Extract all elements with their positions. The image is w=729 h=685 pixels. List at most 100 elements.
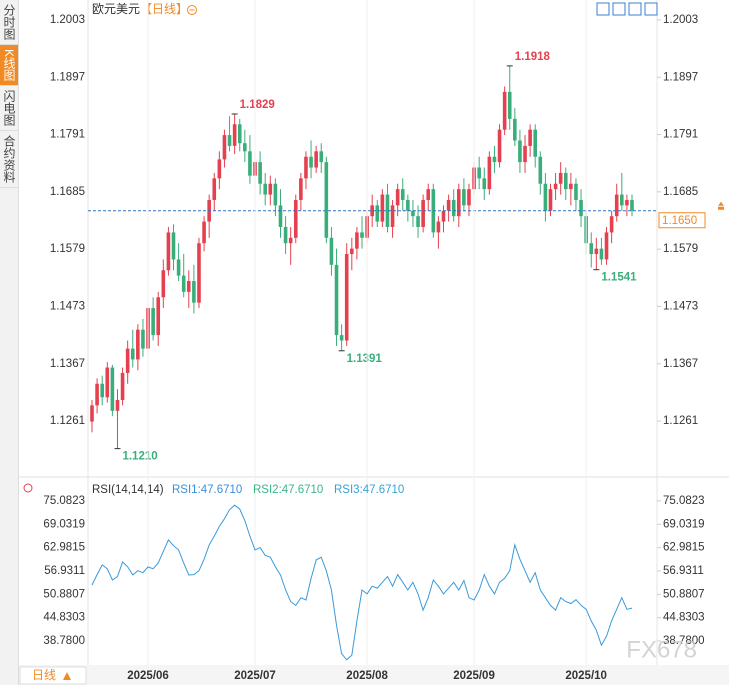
candle-body [497,129,502,163]
candle-body [614,194,619,217]
candle-body [176,259,181,276]
candle-body [360,232,364,238]
rsi-tick-label-right: 69.0319 [663,518,705,530]
candle-body [487,156,492,190]
y-tick-label-right: 1.1473 [663,300,698,312]
x-tick-label: 2025/06 [127,670,169,682]
candle-body [248,151,252,176]
candle-body [120,372,125,400]
extreme-label: 1.1829 [240,99,275,111]
extreme-label: 1.1918 [515,51,551,63]
candle-body [237,124,242,144]
candle-body [344,254,349,341]
candle-body [630,199,634,211]
candle-body [436,221,441,233]
candle-body [533,129,538,157]
candle-body [319,151,324,163]
candle-body [569,183,573,190]
candle-body [243,143,247,152]
x-tick-label: 2025/09 [453,670,495,682]
rsi-tick-label: 44.8303 [43,612,85,624]
bottom-bar [18,665,729,685]
extreme-label: 1.1541 [601,272,637,284]
sidebar-tab[interactable]: 分时图 [0,0,18,45]
sidebar-tab[interactable]: 闪电图 [0,86,18,132]
candle-body [273,183,278,206]
candle-body [553,183,558,190]
y-tick-label-right: 1.1897 [663,71,698,83]
watermark: FX678 [626,636,697,663]
period-label: 【日线】 [140,2,188,16]
candle-body [492,156,497,163]
rsi-tick-label: 56.9311 [44,565,85,577]
y-tick-label: 1.1579 [50,243,85,255]
x-tick-label: 2025/08 [346,670,388,682]
candle-body [171,232,176,260]
candle-body [482,178,487,190]
x-tick-label: 2025/07 [234,670,276,682]
candle-body [594,248,599,255]
tool-back[interactable] [628,2,642,16]
rsi-tick-label-right: 75.0823 [663,495,705,507]
candle-body [232,124,237,146]
candle-body [156,297,161,336]
candle-body [304,156,308,179]
candle-body [548,189,553,211]
candle-body [538,156,543,184]
settings-icon[interactable] [23,483,33,493]
collapse-icon[interactable] [187,5,197,15]
candle-body [558,172,563,184]
candle-body [416,216,420,227]
tool-zoom[interactable] [612,2,626,16]
candle-body [130,348,135,360]
candle-body [446,199,451,211]
sidebar-tab[interactable]: K线图 [0,45,18,87]
candle-body [380,194,385,222]
rsi-tick-label: 62.9815 [43,542,85,554]
period-arrow [63,672,71,680]
candle-body [299,178,303,200]
candle-body [441,210,446,222]
rsi-tick-label-right: 50.8807 [663,588,705,600]
candle-body [136,329,140,360]
candle-body [375,205,380,222]
rsi-tick-label: 50.8807 [43,588,85,600]
toolbar [596,2,658,16]
candle-body [95,383,99,406]
y-tick-label-right: 1.1579 [663,243,698,255]
y-tick-label: 1.1897 [50,71,85,83]
candle-body [258,162,262,184]
extreme-label: 1.1210 [122,451,157,463]
candle-body [451,199,456,217]
y-tick-label: 1.1367 [50,358,85,370]
candle-body [141,329,145,349]
sidebar: 分时图 K线图 闪电图 合约资料 [0,0,19,685]
rsi-tick-label-right: 62.9815 [663,542,705,554]
sidebar-tab[interactable]: 合约资料 [0,131,18,189]
period-button-label: 日线 [32,668,56,682]
rsi-tick-label-right: 44.8303 [663,612,705,624]
last-price-arrow [718,201,724,206]
candle-body [314,151,318,168]
candle-body [110,367,115,411]
y-tick-label: 1.2003 [50,14,85,26]
candle-body [609,216,614,233]
candle-body [324,162,329,238]
candle-body [467,189,471,206]
tool-fullscreen[interactable] [596,2,610,16]
extreme-label: 1.1391 [347,353,383,365]
candle-body [202,221,206,244]
candle-body [563,172,568,190]
tool-forward[interactable] [644,2,658,16]
last-price-box [658,212,706,229]
candle-body [426,189,431,200]
candle-body [125,348,130,373]
candle-body [227,135,232,146]
candle-body [192,281,196,303]
candle-body [528,129,532,146]
candle-body [513,118,517,141]
candle-body [604,232,609,260]
candle-body [462,189,466,206]
candle-body [456,189,461,217]
